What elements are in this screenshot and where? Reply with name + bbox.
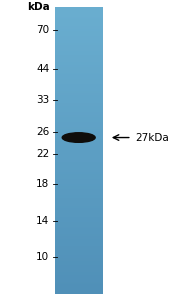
Ellipse shape (77, 137, 81, 138)
Ellipse shape (75, 136, 83, 139)
Text: kDa: kDa (27, 2, 49, 12)
Text: 70: 70 (36, 25, 49, 35)
Ellipse shape (68, 135, 89, 140)
Ellipse shape (64, 134, 93, 142)
Ellipse shape (72, 136, 85, 139)
Text: 33: 33 (36, 95, 49, 105)
Text: 44: 44 (36, 64, 49, 74)
Ellipse shape (62, 133, 95, 142)
Ellipse shape (66, 134, 91, 141)
Text: 22: 22 (36, 149, 49, 159)
Text: 14: 14 (36, 216, 49, 226)
Text: 27kDa: 27kDa (135, 133, 169, 142)
Text: 10: 10 (36, 252, 49, 262)
Text: 18: 18 (36, 179, 49, 189)
Text: 26: 26 (36, 127, 49, 136)
Ellipse shape (70, 135, 87, 140)
